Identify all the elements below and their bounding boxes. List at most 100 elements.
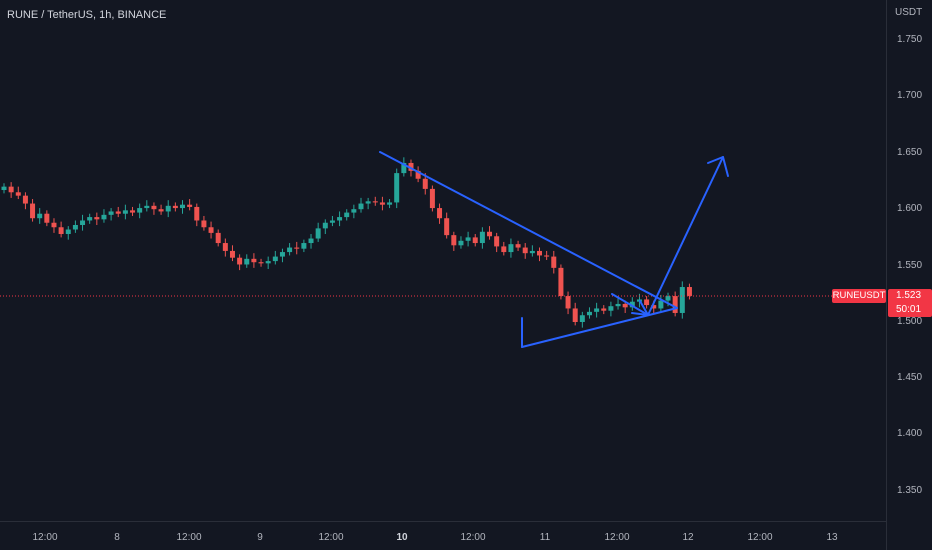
chart-title: RUNE / TetherUS, 1h, BINANCE	[7, 9, 167, 21]
candle-body	[558, 267, 564, 297]
drawings-layer[interactable]	[379, 151, 729, 348]
y-tick-label: 1.650	[897, 147, 923, 158]
candle-body	[1, 186, 7, 191]
up-arrow-head[interactable]	[707, 156, 729, 177]
candle-body	[351, 209, 357, 213]
candle-body	[15, 192, 21, 196]
y-tick-label: 1.600	[897, 203, 923, 214]
candle-body	[465, 237, 471, 241]
candle-body	[679, 287, 685, 313]
x-tick-label: 10	[396, 532, 408, 543]
y-tick-label: 1.700	[897, 90, 923, 101]
candle-body	[172, 205, 178, 209]
candle-body	[665, 296, 671, 301]
candle-body	[537, 250, 542, 256]
candle-body	[415, 170, 421, 179]
x-tick-label: 8	[114, 532, 120, 543]
x-tick-label: 12:00	[604, 532, 630, 543]
candle-body	[686, 287, 692, 297]
last-price-value: 1.523	[896, 290, 922, 301]
candle-body	[222, 243, 228, 251]
candle-body	[187, 204, 193, 207]
candle-body	[401, 162, 407, 174]
candle-body	[237, 257, 243, 265]
candle-body	[308, 238, 314, 244]
candle-body	[601, 308, 607, 311]
candle-body	[322, 222, 328, 229]
y-tick-label: 1.750	[897, 34, 923, 45]
candle-body	[180, 204, 185, 209]
x-tick-label: 12:00	[318, 532, 344, 543]
candle-body	[437, 208, 443, 219]
x-tick-label: 12:00	[747, 532, 773, 543]
candle-body	[294, 247, 300, 249]
bar-countdown: 50:01	[896, 304, 922, 315]
y-tick-label: 1.550	[897, 260, 923, 271]
candle-body	[137, 208, 143, 213]
resistance-trendline[interactable]	[379, 151, 678, 309]
candle-body	[365, 201, 371, 204]
candle-body	[408, 162, 414, 171]
candle-body	[344, 212, 350, 218]
candle-body	[130, 210, 136, 213]
candle-body	[315, 228, 321, 239]
candle-body	[579, 315, 585, 322]
candle-body	[358, 203, 364, 210]
candle-body	[8, 186, 14, 193]
x-tick-label: 12:00	[176, 532, 202, 543]
candle-body	[287, 247, 293, 253]
down-arrow-head[interactable]	[631, 300, 649, 316]
candle-body	[80, 220, 86, 225]
candle-body	[229, 250, 235, 258]
support-trendline[interactable]	[521, 307, 678, 348]
x-tick-label: 12	[682, 532, 694, 543]
candle-body	[201, 220, 207, 228]
candle-body	[651, 305, 657, 309]
candle-body	[58, 227, 64, 235]
currency-label: USDT	[895, 7, 923, 18]
candle-body	[622, 303, 628, 308]
candle-body	[37, 213, 43, 219]
candle-body	[258, 262, 264, 264]
candle-body	[265, 261, 271, 264]
candle-body	[501, 246, 507, 253]
candle-body	[379, 202, 385, 205]
candle-body	[65, 229, 71, 235]
candle-body	[251, 258, 257, 263]
candle-body	[51, 222, 57, 228]
candle-body	[387, 202, 393, 205]
candle-body	[165, 205, 171, 212]
up-arrow-shaft[interactable]	[647, 156, 724, 316]
candle-body	[279, 252, 285, 257]
candle-body	[472, 237, 478, 244]
candle-body	[272, 256, 278, 262]
candle-body	[522, 247, 528, 254]
candle-body	[529, 250, 535, 254]
candle-body	[94, 217, 100, 220]
candle-body	[194, 206, 200, 221]
candle-body	[30, 203, 36, 219]
candle-body	[208, 227, 214, 233]
candle-body	[87, 217, 93, 221]
candle-body	[151, 205, 157, 210]
candle-body	[215, 232, 221, 244]
x-tick-label: 11	[539, 532, 551, 543]
candle-body	[508, 244, 514, 253]
candle-body	[44, 213, 50, 223]
candle-body	[108, 211, 114, 215]
y-tick-label: 1.350	[897, 485, 923, 496]
candle-body	[672, 296, 678, 313]
candle-body	[372, 201, 378, 203]
candle-body	[551, 256, 557, 268]
candle-body	[394, 173, 400, 203]
down-arrow-shaft[interactable]	[611, 293, 649, 316]
candle-body	[444, 218, 450, 236]
candle-body	[244, 258, 250, 265]
x-tick-label: 9	[257, 532, 263, 543]
candle-body	[458, 240, 464, 246]
candles-layer	[1, 157, 692, 328]
x-tick-label: 13	[826, 532, 838, 543]
symbol-price-label: RUNEUSDT	[832, 289, 886, 303]
